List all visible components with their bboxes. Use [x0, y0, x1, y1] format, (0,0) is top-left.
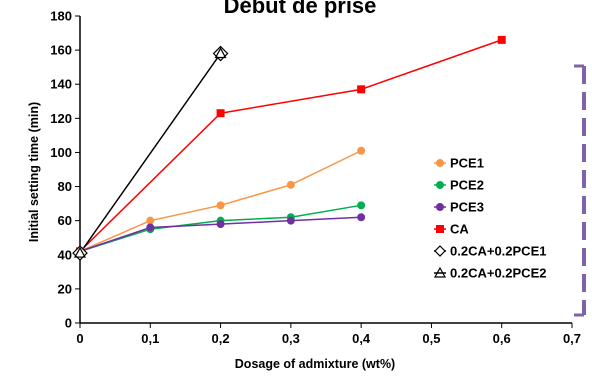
- x-tick-label: 0,5: [422, 331, 440, 346]
- y-tick-label: 80: [58, 179, 72, 194]
- series-1: [79, 204, 362, 253]
- x-tick-label: 0,7: [563, 331, 581, 346]
- y-tick-label: 0: [65, 316, 72, 331]
- legend-item: CA: [434, 222, 469, 237]
- y-tick-label: 40: [58, 247, 72, 262]
- legend-marker: [436, 203, 444, 211]
- legend-label: PCE2: [450, 178, 484, 193]
- y-tick-label: 60: [58, 213, 72, 228]
- legend-marker: [434, 245, 446, 257]
- data-point: [216, 109, 225, 118]
- chart-ticks: 0 20 40 60 80 100 120 140 160 180 0 0,1 0,2 0,3 0,4 0,5…: [50, 9, 581, 347]
- legend-marker: [436, 225, 444, 233]
- legend-item: PCE2: [434, 178, 484, 193]
- x-tick-label: 0,3: [282, 331, 300, 346]
- y-tick-label: 20: [58, 281, 72, 296]
- series-markers-1: [76, 201, 366, 256]
- data-point: [357, 85, 366, 94]
- y-tick-label: 100: [50, 145, 72, 160]
- data-point: [216, 201, 225, 210]
- data-point: [73, 246, 87, 258]
- legend-label: CA: [450, 222, 469, 237]
- series-line: [79, 53, 222, 254]
- data-point: [146, 223, 155, 232]
- x-tick-label: 0,4: [352, 331, 371, 346]
- y-tick-label: 180: [50, 9, 72, 24]
- data-point: [72, 245, 88, 261]
- data-point: [357, 213, 366, 222]
- x-tick-label: 0,2: [212, 331, 230, 346]
- legend-marker: [436, 159, 444, 167]
- y-axis-label: Initial setting time (min): [27, 102, 41, 242]
- legend-item: PCE3: [434, 200, 484, 215]
- legend: PCE1 PCE2 PCE3 CA 0.2CA+0.2PCE1 0.2CA+0.2PCE2: [433, 156, 546, 281]
- legend-label: 0.2CA+0.2PCE2: [450, 266, 546, 281]
- data-point: [357, 201, 366, 210]
- series-line: [79, 39, 502, 252]
- chart-axes: [79, 16, 572, 324]
- legend-label: PCE3: [450, 200, 484, 215]
- data-point: [286, 216, 295, 225]
- chart-title: Début de prise: [224, 0, 377, 18]
- series-3: [79, 39, 502, 252]
- data-point: [214, 47, 227, 59]
- decoration: [574, 64, 586, 317]
- data-point: [146, 216, 155, 225]
- y-tick-label: 140: [50, 77, 72, 92]
- legend-item: 0.2CA+0.2PCE1: [434, 244, 546, 259]
- data-point: [216, 220, 225, 229]
- series-line: [79, 204, 362, 253]
- legend-label: PCE1: [450, 156, 484, 171]
- series-markers-5: [73, 47, 227, 258]
- data-point: [357, 146, 366, 155]
- y-tick-label: 160: [50, 43, 72, 58]
- x-tick-label: 0: [76, 331, 83, 346]
- legend-marker: [433, 266, 447, 278]
- legend-item: PCE1: [434, 156, 484, 171]
- y-tick-label: 120: [50, 111, 72, 126]
- legend-label: 0.2CA+0.2PCE1: [450, 244, 546, 259]
- x-tick-label: 0,6: [493, 331, 511, 346]
- data-point: [286, 180, 295, 189]
- legend-item: 0.2CA+0.2PCE2: [433, 266, 546, 281]
- series-5: [79, 53, 222, 254]
- data-point: [497, 35, 506, 44]
- x-axis-label: Dosage of admixture (wt%): [235, 357, 395, 371]
- legend-marker: [436, 181, 444, 189]
- x-tick-label: 0,1: [141, 331, 159, 346]
- plot-area: [72, 35, 506, 261]
